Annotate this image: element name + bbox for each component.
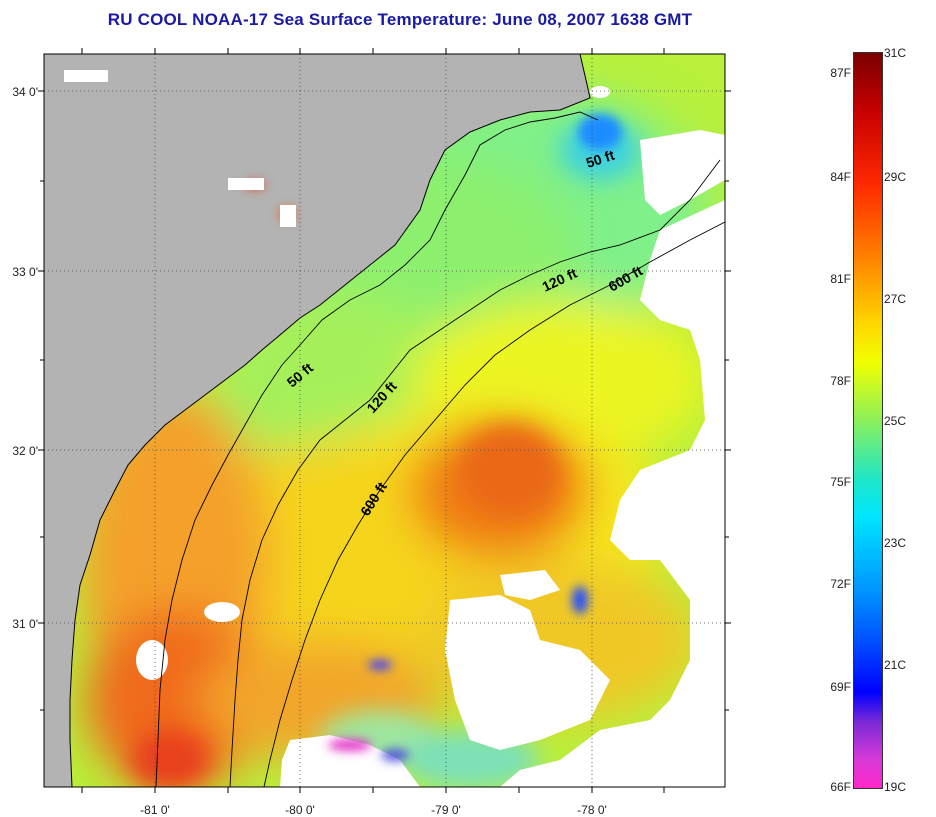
lat-label-34: 34 0' [12,85,38,99]
lat-label-31: 31 0' [12,617,38,631]
lon-label-81: -81 0' [140,803,170,817]
graticule [44,54,725,787]
colorbar-c-21: 21C [884,658,907,672]
colorbar-c-19: 19C [884,780,907,794]
colorbar-c-31: 31C [884,46,907,60]
tick-marks [38,48,731,793]
colorbar-c-29: 29C [884,170,907,184]
cloud-mask [136,86,725,787]
colorbar-c-27: 27C [884,292,907,306]
land-mass [44,54,590,787]
colorbar-f-75: 75F [830,475,851,489]
coastline [69,54,591,787]
lon-label-78: -78 0' [577,803,607,817]
lon-label-80: -80 0' [285,803,315,817]
map-title: RU COOL NOAA-17 Sea Surface Temperature:… [107,10,693,29]
contour-120ft [229,159,721,787]
lon-label-79: -79 0' [431,803,461,817]
lat-label-32: 32 0' [12,444,38,458]
colorbar-f-66: 66F [830,780,851,794]
colorbar-f-84: 84F [830,170,851,184]
colorbar-f-78: 78F [830,374,851,388]
contour-50ft [155,111,599,787]
temperature-colorbar [853,52,883,789]
colorbar-c-25: 25C [884,414,907,428]
colorbar-c-23: 23C [884,536,907,550]
colorbar-f-69: 69F [830,680,851,694]
sst-field [80,90,710,787]
colorbar-f-87: 87F [830,66,851,80]
lat-label-33: 33 0' [12,265,38,279]
colorbar-f-81: 81F [830,272,851,286]
colorbar-f-72: 72F [830,577,851,591]
contour-600ft [263,221,725,787]
